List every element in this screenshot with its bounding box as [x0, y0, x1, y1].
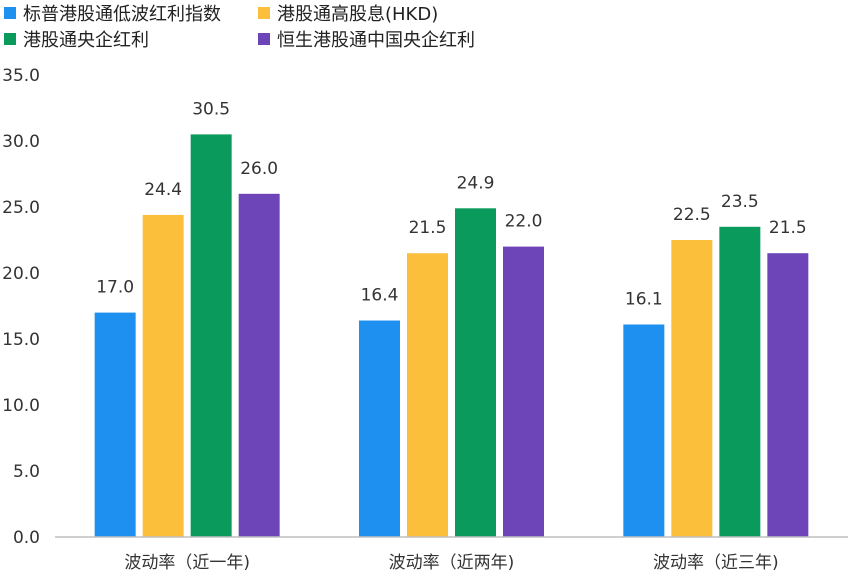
data-label: 23.5: [721, 192, 759, 212]
bar: [503, 246, 544, 537]
data-label: 22.5: [673, 205, 711, 225]
bar: [767, 253, 809, 537]
bar: [719, 226, 761, 538]
legend-label: 标普港股通低波红利指数: [23, 4, 221, 25]
data-label: 22.0: [505, 212, 543, 232]
legend-label: 恒生港股通中国央企红利: [277, 30, 475, 51]
bar: [407, 253, 448, 537]
bar: [671, 240, 713, 537]
data-label: 30.5: [192, 99, 230, 119]
data-label: 21.5: [769, 218, 807, 238]
legend-item-high-dividend: 港股通高股息(HKD): [258, 0, 438, 26]
bar: [455, 208, 496, 537]
bar: [238, 193, 280, 538]
legend-swatch: [258, 7, 270, 19]
y-tick-label: 5.0: [13, 462, 40, 482]
bar: [190, 134, 232, 537]
y-tick-label: 25.0: [2, 198, 40, 218]
legend-label: 港股通央企红利: [23, 30, 149, 51]
x-axis: 波动率（近一年) 波动率（近两年) 波动率（近三年): [124, 553, 778, 573]
legend-swatch: [4, 7, 16, 19]
y-tick-label: 30.0: [2, 132, 40, 152]
data-label: 24.9: [457, 173, 495, 193]
y-tick-label: 0.0: [13, 528, 40, 548]
y-tick-label: 20.0: [2, 264, 40, 284]
data-label: 16.1: [625, 289, 663, 309]
bar: [142, 214, 184, 538]
legend-label: 港股通高股息(HKD): [277, 4, 439, 25]
data-label: 21.5: [409, 218, 447, 238]
legend-item-sp-low-vol: 标普港股通低波红利指数: [4, 0, 221, 26]
legend-item-hang-seng-soe: 恒生港股通中国央企红利: [258, 26, 475, 52]
data-label: 17.0: [96, 278, 134, 298]
bars: [94, 134, 809, 538]
legend-swatch: [258, 33, 270, 45]
data-label: 26.0: [240, 159, 278, 179]
data-label: 24.4: [144, 180, 182, 200]
bar: [623, 324, 665, 537]
data-labels: 17.0 24.4 30.5 26.0 16.4 21.5 24.9 22.0 16.1 22.5…: [96, 99, 807, 309]
bar: [359, 320, 400, 537]
y-tick-label: 10.0: [2, 396, 40, 416]
chart-legend: 标普港股通低波红利指数 港股通高股息(HKD) 港股通央企红利 恒生港股通中国央…: [0, 0, 850, 56]
y-axis: 0.0 5.0 10.0 15.0 20.0 25.0 30.0 35.0: [2, 66, 40, 548]
data-label: 16.4: [361, 286, 399, 306]
x-tick-label: 波动率（近两年): [389, 553, 515, 573]
legend-item-soe-dividend: 港股通央企红利: [4, 26, 149, 52]
y-tick-label: 15.0: [2, 330, 40, 350]
legend-swatch: [4, 33, 16, 45]
bar: [94, 312, 136, 537]
y-tick-label: 35.0: [2, 66, 40, 86]
x-tick-label: 波动率（近一年): [124, 553, 250, 573]
x-tick-label: 波动率（近三年): [653, 553, 779, 573]
